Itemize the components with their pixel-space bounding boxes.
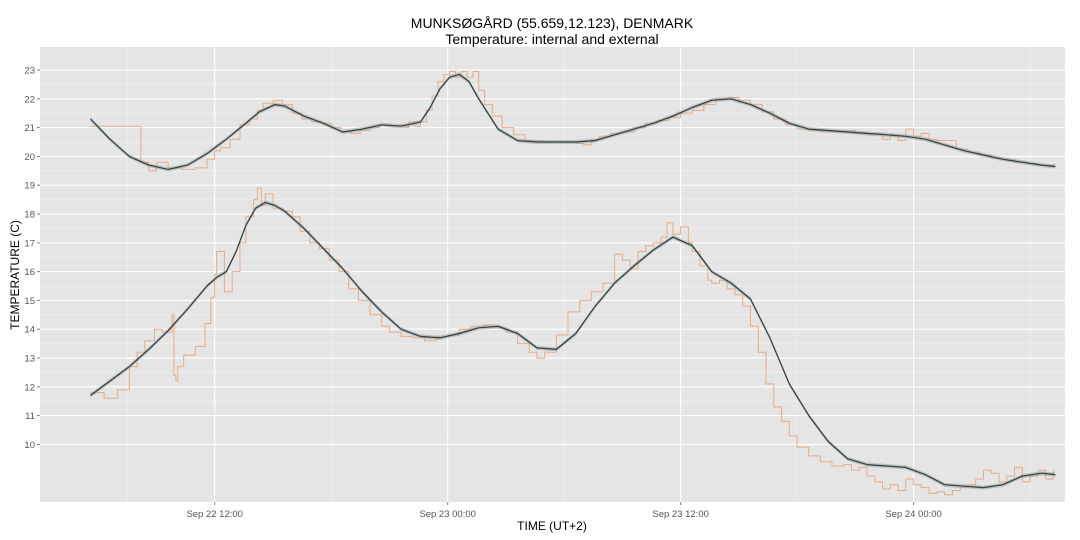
x-tick-label: Sep 23 12:00	[652, 509, 709, 520]
y-tick-label: 17	[24, 238, 35, 249]
x-tick-label: Sep 23 00:00	[419, 509, 476, 520]
y-tick-label: 20	[24, 152, 35, 163]
y-tick-label: 14	[24, 325, 35, 336]
internal-smoothed-line	[90, 73, 1056, 170]
x-tick-label: Sep 22 12:00	[186, 509, 243, 520]
plot-panel	[40, 47, 1065, 502]
chart-subtitle: Temperature: internal and external	[445, 31, 658, 47]
y-tick-label: 23	[24, 66, 35, 77]
y-tick-label: 18	[24, 210, 35, 221]
external-smoothed-line	[90, 201, 1056, 489]
x-tick-label: Sep 24 00:00	[885, 509, 942, 520]
y-axis-label: TEMPERATURE (C)	[8, 220, 22, 330]
grid-lines	[40, 47, 1065, 502]
external-raw-line	[90, 187, 1054, 496]
y-tick-label: 16	[24, 267, 35, 278]
x-axis-ticks: Sep 22 12:00 Sep 23 00:00 Sep 23 12:00 Sep …	[186, 502, 942, 520]
y-tick-label: 12	[24, 382, 35, 393]
x-axis-label: TIME (UT+2)	[517, 519, 587, 533]
chart-title: MUNKSØGÅRD (55.659,12.123), DENMARK	[411, 15, 694, 31]
y-tick-label: 21	[24, 123, 35, 134]
y-tick-label: 19	[24, 181, 35, 192]
y-axis-ticks: 10 11 12 13 14 15 16 17 18 19 20 21 22 23	[24, 66, 40, 451]
y-tick-label: 10	[24, 440, 35, 451]
y-tick-label: 22	[24, 94, 35, 105]
y-tick-label: 11	[25, 411, 35, 422]
y-tick-label: 13	[24, 354, 35, 365]
series-layer	[90, 71, 1056, 496]
y-tick-label: 15	[24, 296, 35, 307]
